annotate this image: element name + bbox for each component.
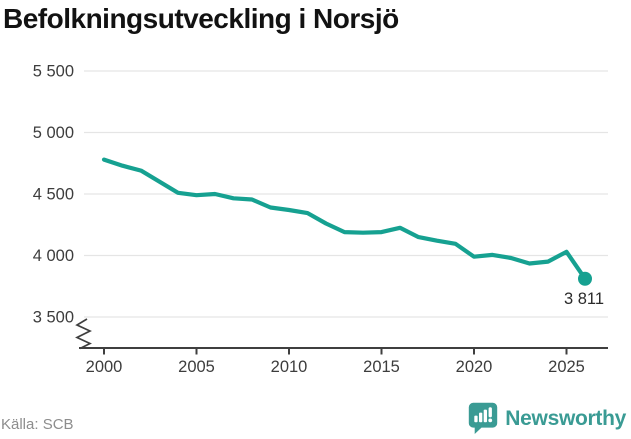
x-axis-tick-label: 2005 bbox=[178, 358, 215, 376]
y-axis-tick-label: 3 500 bbox=[33, 309, 74, 327]
last-point-marker bbox=[578, 271, 592, 286]
x-axis-tick-label: 2000 bbox=[86, 358, 123, 376]
axis-break-icon bbox=[75, 318, 92, 350]
chart-title: Befolkningsutveckling i Norsjö bbox=[3, 3, 399, 34]
newsworthy-wordmark: Newsworthy bbox=[505, 406, 626, 430]
population-line-chart: 3 500 4 000 4 500 5 000 5 500 2000 2005 2010 201… bbox=[33, 63, 608, 376]
newsworthy-logo[interactable]: Newsworthy bbox=[468, 402, 626, 435]
population-line bbox=[101, 157, 588, 281]
y-axis-tick-label: 5 500 bbox=[33, 63, 74, 81]
x-axis-tick-label: 2015 bbox=[363, 358, 400, 376]
x-axis-tick-label: 2020 bbox=[456, 358, 493, 376]
x-axis-tick-label: 2025 bbox=[548, 358, 585, 376]
x-axis-tick-label: 2010 bbox=[271, 358, 308, 376]
source-label: Källa: SCB bbox=[1, 416, 74, 433]
last-value-label: 3 811 bbox=[564, 290, 604, 308]
y-axis-tick-label: 4 000 bbox=[33, 247, 74, 265]
y-axis-tick-label: 4 500 bbox=[33, 186, 74, 204]
y-axis-tick-label: 5 000 bbox=[33, 124, 74, 142]
newsworthy-chart-bubble-icon bbox=[469, 402, 498, 434]
